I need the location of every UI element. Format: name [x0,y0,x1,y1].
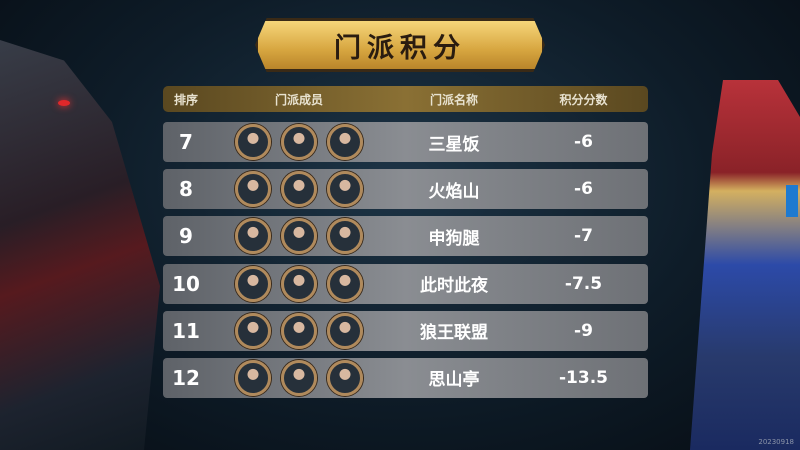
table-row: 9 申狗腿 -7 [163,216,648,257]
team-score: -6 [574,132,593,152]
werewolf-eye [58,100,70,106]
member-avatar [281,124,317,160]
team-score: -7.5 [564,273,603,294]
members [209,218,389,255]
members [209,265,389,302]
members [209,171,389,208]
member-avatar [327,312,363,349]
header-rank: 排序 [173,92,198,107]
member-avatar [235,359,271,396]
table-row: 10 此时此夜 -7.5 [163,263,648,304]
table-row: 7 三星饭 -6 [163,122,648,162]
member-avatar [327,359,363,396]
table-row: 12 思山亭 -13.5 [163,357,648,398]
member-avatar [327,218,363,255]
table-row: 8 火焰山 -6 [163,169,648,210]
member-avatar [327,265,363,302]
rank: 10 [172,271,200,296]
leaderboard: 7 三星饭 -6 8 火焰山 -6 9 申狗腿 -7 10 此时此夜 -7.5 11 狼… [163,122,648,405]
member-avatar [235,171,271,208]
members [209,312,389,349]
watermark: 20230918 [758,438,794,446]
team-score: -7 [574,226,593,247]
member-avatar [281,218,317,255]
members [209,359,389,396]
side-tab[interactable] [786,185,798,217]
team-score: -13.5 [559,367,608,388]
member-avatar [235,312,271,349]
header-members: 门派成员 [274,92,323,107]
header-score: 积分分数 [559,92,608,107]
rank: 11 [172,318,200,343]
member-avatar [327,124,363,160]
member-avatar [235,218,271,255]
rank: 12 [172,365,200,390]
rank: 7 [179,130,193,154]
team-name: 此时此夜 [420,276,488,297]
team-name: 火焰山 [428,181,480,202]
rank: 8 [179,177,193,202]
header-name: 门派名称 [429,92,478,107]
table-header: 排序 门派成员 门派名称 积分分数 [163,86,648,112]
team-name: 申狗腿 [428,228,480,249]
team-score: -9 [574,320,593,341]
team-score: -6 [574,179,593,200]
rank: 9 [179,224,193,249]
member-avatar [281,359,317,396]
member-avatar [281,312,317,349]
member-avatar [281,265,317,302]
red-hood-illustration [690,80,800,450]
werewolf-illustration [0,40,160,450]
team-name: 思山亭 [428,370,480,391]
member-avatar [281,171,317,208]
team-name: 狼王联盟 [420,323,488,344]
table-row: 11 狼王联盟 -9 [163,310,648,351]
title-banner: 门派积分 [255,18,545,72]
page-title: 门派积分 [334,32,466,64]
member-avatar [235,124,271,160]
member-avatar [327,171,363,208]
members [209,124,389,160]
member-avatar [235,265,271,302]
team-name: 三星饭 [428,134,480,155]
